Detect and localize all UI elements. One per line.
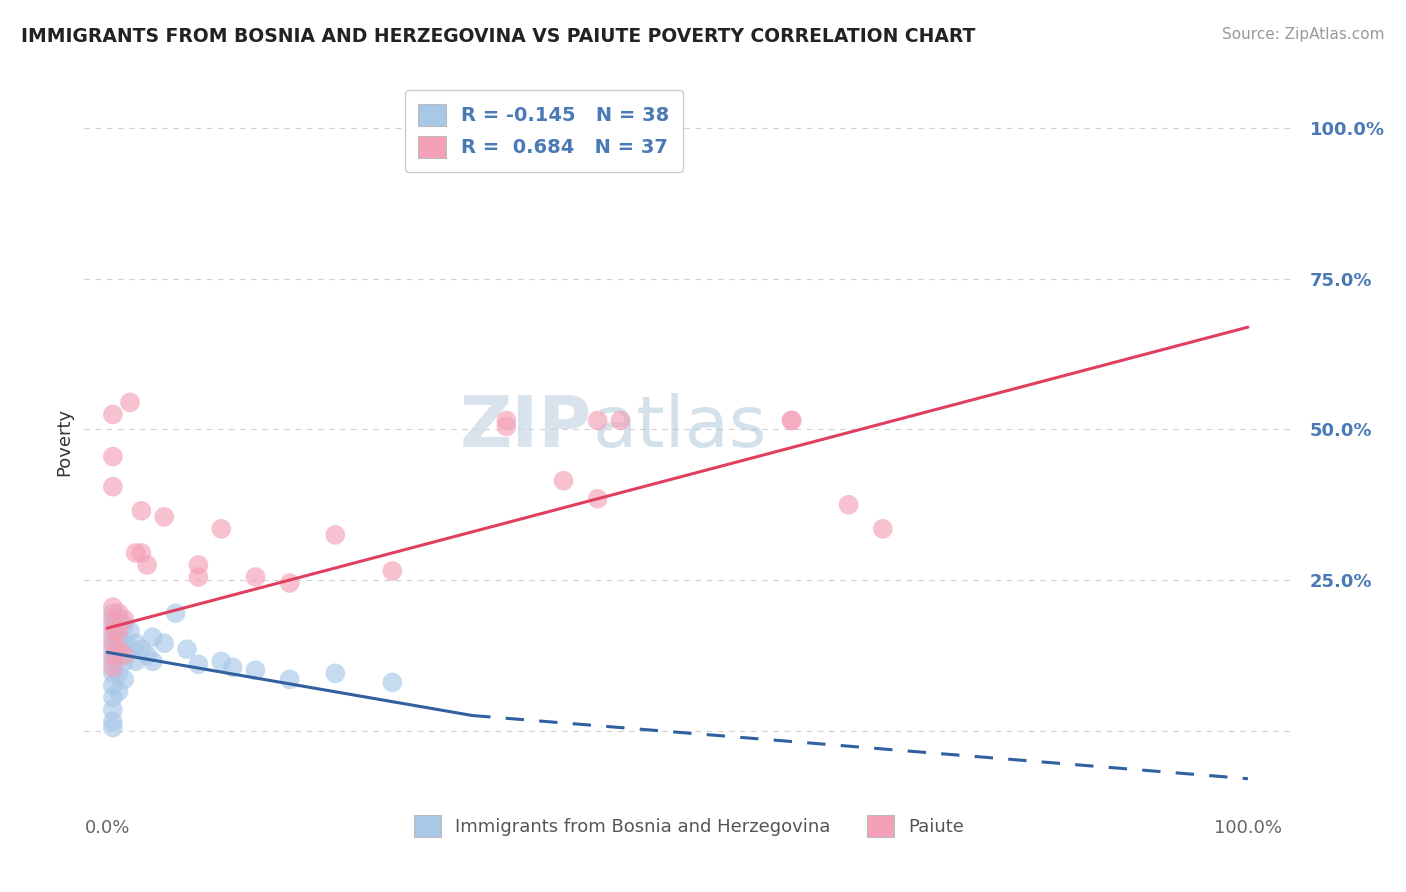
Point bbox=[838, 498, 860, 512]
Point bbox=[187, 570, 209, 584]
Point bbox=[101, 654, 124, 668]
Point bbox=[176, 642, 198, 657]
Point bbox=[586, 413, 609, 427]
Point bbox=[131, 642, 153, 657]
Text: atlas: atlas bbox=[592, 392, 766, 461]
Point bbox=[245, 570, 267, 584]
Point bbox=[323, 666, 346, 681]
Point bbox=[125, 546, 148, 560]
Point bbox=[609, 413, 631, 427]
Point bbox=[131, 504, 153, 518]
Point bbox=[101, 702, 124, 716]
Point bbox=[187, 558, 209, 572]
Point bbox=[112, 612, 135, 626]
Point bbox=[101, 600, 124, 615]
Point bbox=[112, 618, 135, 632]
Point bbox=[221, 660, 243, 674]
Point bbox=[101, 636, 124, 650]
Point bbox=[107, 648, 129, 663]
Point bbox=[245, 664, 267, 678]
Point bbox=[101, 606, 124, 620]
Point bbox=[142, 654, 165, 668]
Point bbox=[112, 654, 135, 668]
Point bbox=[187, 657, 209, 672]
Point bbox=[495, 413, 517, 427]
Point bbox=[107, 606, 129, 620]
Point bbox=[107, 612, 129, 626]
Point bbox=[136, 648, 159, 663]
Point bbox=[101, 660, 124, 674]
Point bbox=[107, 684, 129, 698]
Point bbox=[101, 408, 124, 422]
Point bbox=[107, 630, 129, 644]
Point bbox=[131, 546, 153, 560]
Point bbox=[278, 673, 301, 687]
Point bbox=[112, 636, 135, 650]
Point bbox=[142, 630, 165, 644]
Point bbox=[495, 419, 517, 434]
Point bbox=[118, 624, 141, 639]
Y-axis label: Poverty: Poverty bbox=[55, 408, 73, 475]
Point bbox=[101, 721, 124, 735]
Point bbox=[780, 413, 803, 427]
Point bbox=[101, 612, 124, 626]
Point bbox=[118, 395, 141, 409]
Point bbox=[112, 673, 135, 687]
Legend: Immigrants from Bosnia and Herzegovina, Paiute: Immigrants from Bosnia and Herzegovina, … bbox=[406, 808, 972, 845]
Point bbox=[101, 642, 124, 657]
Point bbox=[153, 636, 176, 650]
Point bbox=[209, 522, 232, 536]
Point bbox=[101, 618, 124, 632]
Point bbox=[112, 648, 135, 663]
Point bbox=[153, 509, 176, 524]
Text: Source: ZipAtlas.com: Source: ZipAtlas.com bbox=[1222, 27, 1385, 42]
Point bbox=[136, 558, 159, 572]
Point bbox=[101, 678, 124, 692]
Point bbox=[872, 522, 894, 536]
Point bbox=[278, 576, 301, 591]
Point bbox=[381, 564, 404, 578]
Point bbox=[586, 491, 609, 506]
Text: ZIP: ZIP bbox=[460, 392, 592, 461]
Point bbox=[381, 675, 404, 690]
Point bbox=[780, 413, 803, 427]
Point bbox=[101, 690, 124, 705]
Text: IMMIGRANTS FROM BOSNIA AND HERZEGOVINA VS PAIUTE POVERTY CORRELATION CHART: IMMIGRANTS FROM BOSNIA AND HERZEGOVINA V… bbox=[21, 27, 976, 45]
Point bbox=[101, 648, 124, 663]
Point bbox=[165, 606, 187, 620]
Point bbox=[209, 654, 232, 668]
Point bbox=[107, 624, 129, 639]
Point bbox=[107, 642, 129, 657]
Point bbox=[101, 714, 124, 729]
Point bbox=[101, 630, 124, 644]
Point bbox=[553, 474, 575, 488]
Point bbox=[125, 654, 148, 668]
Point bbox=[118, 642, 141, 657]
Point bbox=[125, 636, 148, 650]
Point bbox=[107, 666, 129, 681]
Point bbox=[101, 480, 124, 494]
Point bbox=[101, 666, 124, 681]
Point bbox=[323, 528, 346, 542]
Point bbox=[101, 450, 124, 464]
Point bbox=[101, 624, 124, 639]
